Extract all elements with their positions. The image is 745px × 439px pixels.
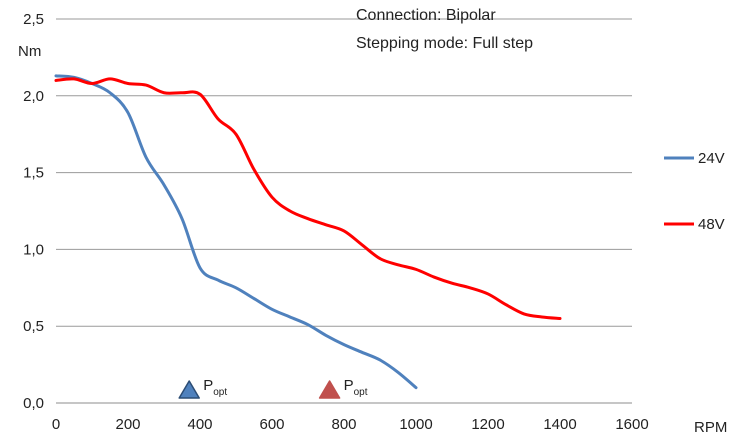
y-tick-label: 2,0 bbox=[23, 88, 44, 105]
series-lines bbox=[54, 74, 562, 390]
y-axis-label: Nm bbox=[18, 43, 41, 60]
x-axis-label: RPM bbox=[694, 419, 727, 436]
popt-markers: Popt Popt bbox=[178, 377, 368, 399]
y-tick-label: 0,0 bbox=[23, 395, 44, 412]
popt-label: Popt bbox=[344, 377, 368, 398]
x-tick-label: 1600 bbox=[615, 416, 648, 433]
x-axis: 0 200 400 600 800 1000 1200 1400 1600 bbox=[52, 402, 649, 433]
popt-triangle-icon bbox=[318, 380, 341, 399]
legend: 24V 48V bbox=[664, 150, 725, 233]
legend-label-24v: 24V bbox=[698, 150, 725, 167]
x-tick-label: 1400 bbox=[543, 416, 576, 433]
y-tick-label: 2,5 bbox=[23, 11, 44, 28]
y-tick-label: 1,5 bbox=[23, 165, 44, 182]
x-tick-label: 800 bbox=[331, 416, 356, 433]
y-tick-label: 1,0 bbox=[23, 241, 44, 258]
x-tick-label: 1000 bbox=[399, 416, 432, 433]
x-tick-label: 1200 bbox=[471, 416, 504, 433]
series-line-24v bbox=[54, 74, 418, 390]
legend-label-48v: 48V bbox=[698, 216, 725, 233]
x-tick-label: 400 bbox=[187, 416, 212, 433]
x-tick-label: 600 bbox=[259, 416, 284, 433]
popt-triangle-icon bbox=[178, 380, 200, 399]
y-axis: 0,0 0,5 1,0 1,5 2,0 2,5 bbox=[23, 11, 44, 412]
popt-label: Popt bbox=[203, 377, 227, 398]
grid-lines bbox=[56, 18, 632, 327]
x-tick-label: 0 bbox=[52, 416, 60, 433]
x-tick-label: 200 bbox=[115, 416, 140, 433]
series-line-48v bbox=[54, 77, 562, 321]
y-tick-label: 0,5 bbox=[23, 318, 44, 335]
annotation-stepping-mode: Stepping mode: Full step bbox=[356, 35, 533, 52]
annotation-connection: Connection: Bipolar bbox=[356, 7, 496, 24]
